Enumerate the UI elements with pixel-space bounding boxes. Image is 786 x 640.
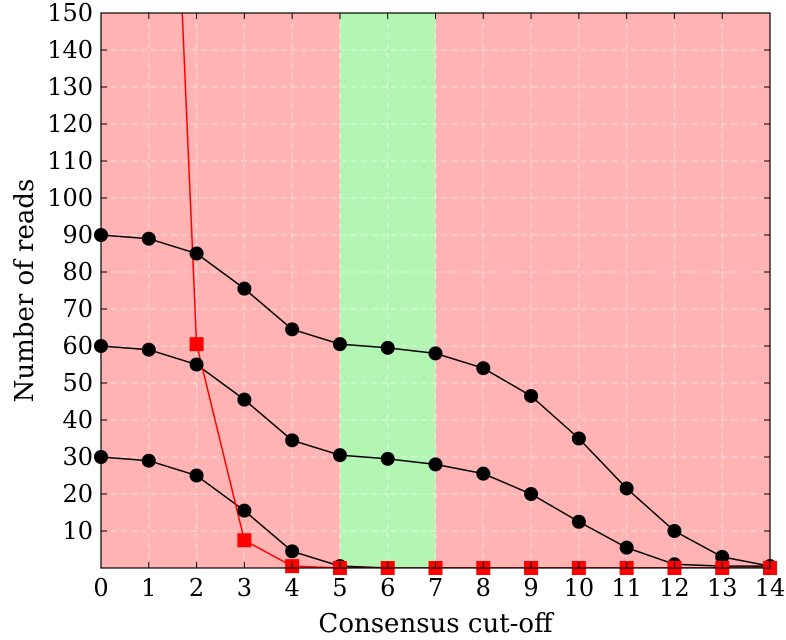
y-axis-label: Number of reads	[10, 179, 40, 403]
data-point	[667, 524, 682, 538]
x-tick-labels: 0 1 2 3 4 5 6 7 8 9 10 11 12 13 14	[93, 574, 785, 602]
y-tick-label: 60	[62, 332, 93, 360]
y-tick-label: 80	[62, 258, 93, 286]
y-tick-label: 120	[47, 110, 93, 138]
data-point	[476, 361, 491, 376]
data-point	[237, 392, 252, 407]
y-tick-label: 40	[62, 406, 93, 434]
x-tick-label: 11	[611, 574, 642, 602]
data-point	[476, 466, 491, 481]
data-point	[571, 514, 586, 529]
x-tick-label: 4	[285, 574, 300, 602]
data-point	[237, 503, 252, 518]
series-line	[181, 13, 770, 568]
data-point	[285, 322, 300, 337]
data-point	[619, 540, 634, 555]
data-point	[189, 357, 204, 372]
data-point	[428, 457, 443, 472]
y-tick-labels: 10 20 30 40 50 60 70 80 90 100 110 120 130 140 150	[47, 0, 93, 545]
y-tick-label: 100	[47, 184, 93, 212]
x-tick-label: 13	[707, 574, 738, 602]
data-point	[524, 388, 539, 403]
x-tick-label: 3	[237, 574, 252, 602]
x-tick-label: 7	[428, 574, 443, 602]
x-tick-label: 8	[476, 574, 491, 602]
x-tick-label: 5	[332, 574, 347, 602]
x-tick-label: 14	[755, 574, 786, 602]
plot-area	[94, 12, 777, 575]
y-tick-label: 50	[62, 369, 93, 397]
y-tick-label: 20	[62, 480, 93, 508]
data-point	[141, 231, 156, 246]
data-point	[237, 281, 252, 296]
data-point	[285, 544, 300, 559]
y-tick-label: 30	[62, 443, 93, 471]
data-point	[141, 342, 156, 357]
y-tick-label: 70	[62, 295, 93, 323]
data-point	[524, 487, 539, 501]
x-tick-label: 9	[523, 574, 538, 602]
data-point	[141, 453, 156, 468]
y-tick-label: 150	[47, 0, 93, 27]
x-tick-label: 1	[141, 574, 156, 602]
data-point	[332, 337, 347, 352]
x-tick-label: 2	[189, 574, 204, 602]
x-tick-label: 10	[564, 574, 595, 602]
data-point	[428, 346, 443, 361]
x-tick-label: 0	[93, 574, 108, 602]
data-point	[237, 533, 252, 548]
data-point	[380, 340, 395, 355]
grid	[100, 12, 771, 568]
series-line	[101, 456, 770, 568]
x-axis-label: Consensus cut-off	[318, 609, 555, 639]
y-tick-label: 110	[47, 147, 93, 175]
markers	[94, 228, 777, 575]
data-point	[189, 468, 204, 483]
data-point	[619, 481, 634, 496]
data-point	[189, 246, 204, 261]
data-point	[189, 337, 204, 352]
y-tick-label: 10	[62, 517, 93, 545]
y-tick-label: 90	[62, 221, 93, 249]
x-tick-label: 6	[380, 574, 395, 602]
y-tick-label: 140	[47, 36, 93, 64]
data-point	[285, 433, 300, 448]
data-point	[332, 448, 347, 463]
y-tick-label: 130	[47, 73, 93, 101]
tick-marks	[100, 12, 771, 568]
data-point	[380, 451, 395, 466]
data-point	[571, 431, 586, 446]
x-tick-label: 12	[659, 574, 690, 602]
